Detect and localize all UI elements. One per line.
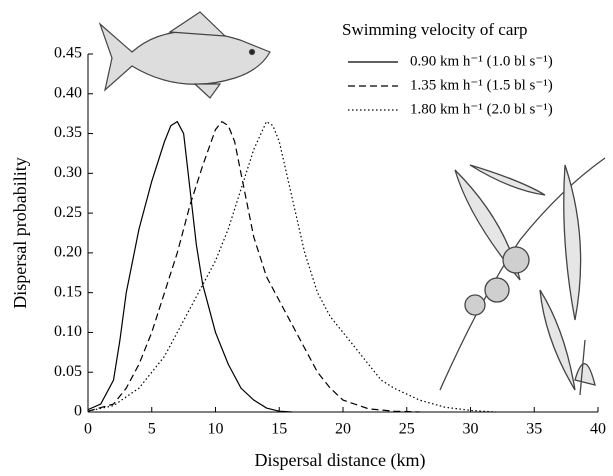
y-tick-label: 0.05: [54, 363, 82, 380]
y-tick-label: 0.15: [54, 283, 82, 300]
series-line: [87, 120, 497, 413]
x-tick-label: 15: [271, 421, 287, 438]
legend-title: Swimming velocity of carp: [342, 20, 528, 39]
y-tick-label: 0.20: [54, 244, 82, 261]
y-axis-label: Dispersal probability: [10, 157, 30, 308]
x-tick-label: 10: [208, 421, 224, 438]
y-tick-label: 0.25: [54, 204, 82, 221]
legend-label: 1.35 km h⁻¹ (1.5 bl s⁻¹): [410, 77, 553, 93]
legend-label: 0.90 km h⁻¹ (1.0 bl s⁻¹): [410, 53, 553, 69]
x-tick-label: 20: [335, 421, 351, 438]
y-tick-label: 0.10: [54, 323, 82, 340]
y-tick-label: 0.30: [54, 164, 82, 181]
carp-illustration: [98, 11, 271, 99]
series-line: [87, 120, 293, 413]
y-tick-label: 0.40: [54, 84, 82, 101]
plant-illustration: [439, 157, 606, 396]
y-tick-label: 0.35: [54, 124, 82, 141]
legend-label: 1.80 km h⁻¹ (2.0 bl s⁻¹): [410, 101, 553, 117]
series-line: [87, 120, 420, 413]
x-tick-label: 30: [463, 421, 479, 438]
y-tick-label: 0: [74, 403, 82, 420]
x-tick-label: 35: [526, 421, 542, 438]
x-tick-label: 40: [590, 421, 606, 438]
x-tick-label: 5: [148, 421, 156, 438]
x-tick-label: 25: [399, 421, 415, 438]
y-tick-label: 0.45: [54, 45, 82, 62]
x-tick-label: 0: [84, 421, 92, 438]
x-axis-label: Dispersal distance (km): [255, 450, 426, 471]
